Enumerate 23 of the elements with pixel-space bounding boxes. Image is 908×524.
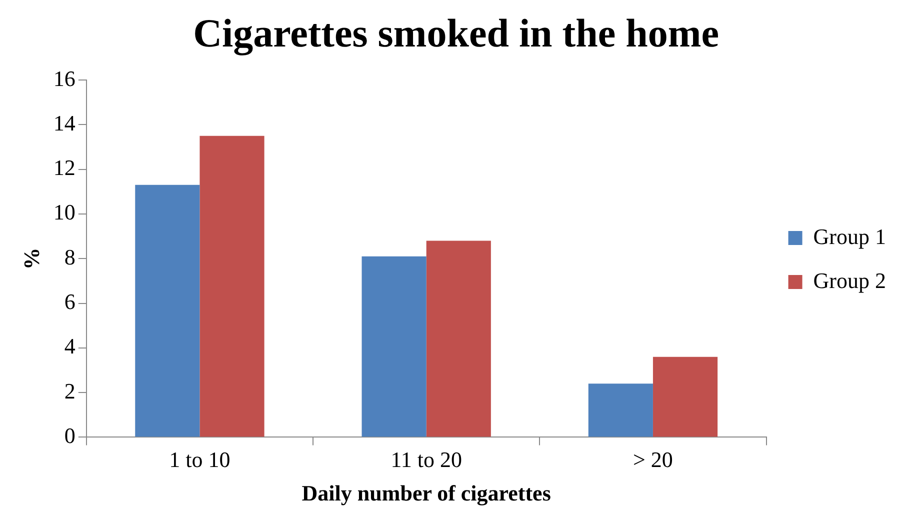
chart-title: Cigarettes smoked in the home — [193, 10, 719, 56]
y-tick-label: 0 — [64, 422, 76, 448]
y-tick-label: 14 — [53, 110, 76, 136]
y-tick-label: 2 — [64, 378, 76, 404]
bar — [652, 356, 718, 437]
x-tick-label: > 20 — [633, 447, 673, 472]
bar — [362, 256, 426, 437]
bar — [588, 384, 653, 437]
bar — [426, 240, 491, 437]
y-tick-label: 6 — [64, 289, 76, 314]
legend-label: Group 2 — [813, 268, 886, 293]
y-tick-label: 10 — [53, 200, 76, 225]
y-axis-title: % — [18, 248, 44, 270]
bar — [135, 184, 200, 437]
y-tick-label: 8 — [64, 244, 76, 270]
x-tick-label: 1 to 10 — [169, 447, 230, 472]
bar — [200, 136, 264, 437]
y-tick-label: 4 — [64, 334, 76, 359]
x-axis-title: Daily number of cigarettes — [302, 480, 552, 506]
y-tick-label: 12 — [53, 155, 76, 180]
x-tick-label: 11 to 20 — [390, 447, 462, 472]
y-tick-label: 16 — [53, 66, 76, 91]
legend-label: Group 1 — [813, 224, 886, 249]
